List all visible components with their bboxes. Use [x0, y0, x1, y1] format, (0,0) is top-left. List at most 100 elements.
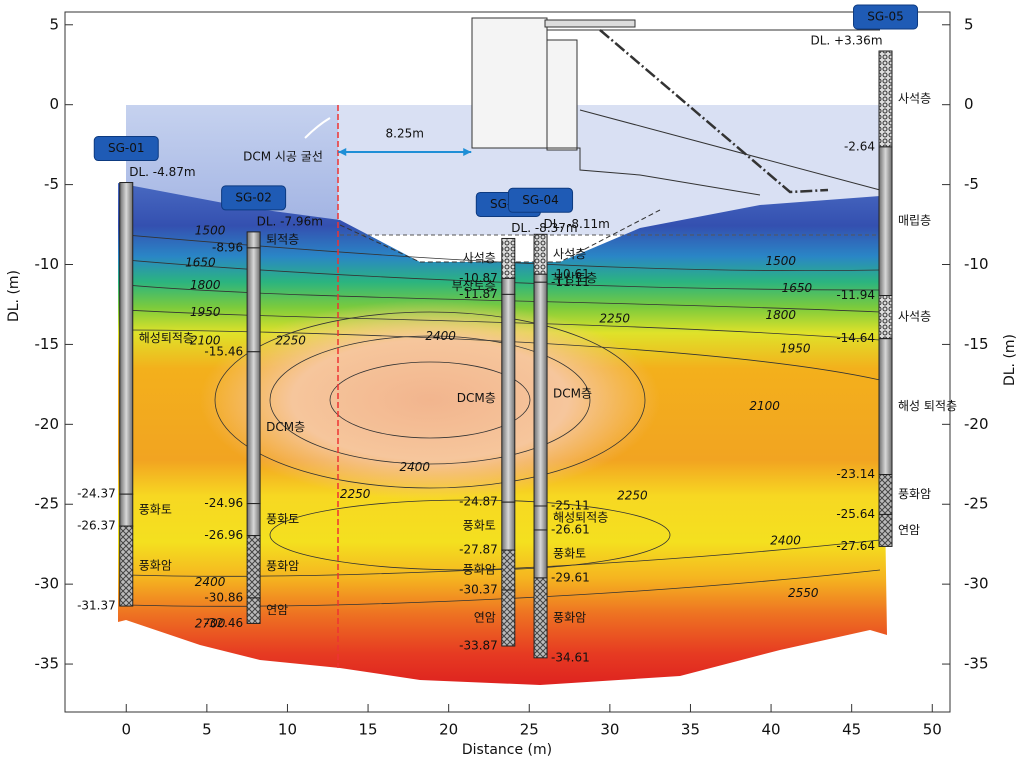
borehole-layer [119, 182, 134, 495]
contour-label: 2250 [275, 334, 306, 348]
borehole-layer [501, 589, 516, 647]
layer-name: 연암 [898, 523, 920, 537]
borehole-layer [878, 513, 893, 547]
borehole-layer [533, 233, 548, 275]
depth-label: -34.61 [551, 650, 590, 664]
x-tick-label: 50 [923, 721, 942, 739]
contour-label: 2250 [340, 487, 371, 501]
contour-label: 2250 [599, 311, 630, 325]
borehole-name: SG-02 [235, 190, 272, 204]
y-tick-label: -15 [964, 335, 989, 353]
layer-name: 매립층 [898, 214, 931, 228]
layer-name: 풍화암 [898, 487, 931, 501]
y-tick-label: -25 [964, 495, 989, 513]
depth-label: -8.96 [212, 240, 243, 254]
depth-label: -25.64 [836, 507, 875, 521]
borehole-layer [878, 295, 893, 340]
y-tick-label: -35 [35, 655, 60, 673]
borehole-layer [533, 577, 548, 659]
layer-name: 풍화토 [266, 512, 299, 526]
borehole-layer [246, 597, 261, 624]
contour-label: 2400 [400, 460, 431, 474]
borehole-layer [533, 505, 548, 531]
y-tick-label: -25 [35, 495, 60, 513]
borehole-layer [501, 549, 516, 591]
borehole-layer [119, 525, 134, 607]
layer-name: DCM층 [553, 387, 592, 401]
layer-name: 풍화토 [553, 546, 586, 560]
depth-label: -31.37 [77, 599, 116, 613]
depth-label: -27.87 [459, 543, 498, 557]
contour-label: 1950 [780, 342, 811, 356]
contour-label: 1800 [190, 278, 221, 292]
x-tick-label: 35 [681, 721, 700, 739]
contour-label: 2400 [770, 533, 801, 547]
layer-name: 해성 퇴적층 [898, 399, 957, 413]
layer-name: 풍화암 [266, 559, 299, 573]
x-tick-label: 5 [202, 721, 212, 739]
contour-label: 2400 [425, 329, 456, 343]
borehole-layer [501, 501, 516, 551]
depth-label: -26.37 [77, 519, 116, 533]
borehole-name: SG-04 [522, 193, 559, 207]
y-axis-label: DL. (m) [6, 270, 22, 322]
dimension-label: 8.25m [386, 127, 424, 141]
borehole-name: SG-01 [108, 141, 145, 155]
borehole-layer [246, 351, 261, 505]
borehole-badge [853, 4, 919, 30]
depth-label: -15.46 [204, 344, 243, 358]
borehole-layer [246, 231, 261, 249]
contour-label: 2100 [190, 334, 221, 348]
borehole-layer [878, 50, 893, 148]
dam-structure [339, 17, 881, 263]
borehole-layer [533, 529, 548, 579]
depth-label: -29.61 [551, 570, 590, 584]
y-tick-label: 0 [49, 95, 59, 113]
contour-label: 1950 [190, 305, 221, 319]
depth-label: -26.96 [204, 528, 243, 542]
depth-label: -27.64 [836, 539, 875, 553]
x-tick-label: 30 [600, 721, 619, 739]
layer-name: 부상토층 [553, 271, 597, 285]
contour-label: 1500 [195, 223, 226, 237]
contour-label: 1650 [782, 281, 813, 295]
x-tick-label: 15 [359, 721, 378, 739]
y-tick-label: -10 [964, 255, 989, 273]
layer-name: 풍화토 [139, 503, 172, 517]
layer-name: DCM층 [266, 420, 305, 434]
layer-name: 사석층 [463, 251, 496, 265]
y-tick-label: 0 [964, 95, 974, 113]
borehole-elevation: DL. -8.37m [511, 221, 577, 235]
x-tick-label: 10 [278, 721, 297, 739]
contour-label: 1800 [765, 308, 796, 322]
borehole-layer [878, 146, 893, 297]
contour-label: 1650 [185, 255, 216, 269]
borehole-layer [246, 247, 261, 353]
y-tick-label: -10 [35, 255, 60, 273]
y-tick-label: -5 [44, 175, 59, 193]
layer-name: 연암 [266, 603, 288, 617]
layer-name: 부상토층 [452, 279, 496, 293]
x-tick-label: 40 [762, 721, 781, 739]
borehole-layer [246, 503, 261, 537]
layer-name: 사석층 [553, 247, 586, 261]
depth-label: -11.87 [459, 287, 498, 301]
layer-name: 해성퇴적층 [139, 331, 194, 345]
depth-label: -24.96 [204, 496, 243, 510]
borehole-layer [246, 535, 261, 599]
depth-label: -11.11 [551, 275, 590, 289]
layer-name: DCM층 [457, 391, 496, 405]
layer-name: 해성퇴적층 [553, 510, 608, 524]
borehole-layer [878, 338, 893, 476]
borehole-layer [501, 277, 516, 295]
layer-name: 연암 [474, 611, 496, 625]
borehole-layer [878, 474, 893, 515]
y-axis-label: DL. (m) [1002, 334, 1018, 386]
layer-name: 풍화토 [463, 519, 496, 533]
depth-label: -30.37 [459, 583, 498, 597]
borehole-layer [119, 493, 134, 527]
borehole-elevation: DL. -7.96m [257, 214, 323, 228]
x-tick-label: 0 [121, 721, 131, 739]
depth-label: -24.87 [459, 495, 498, 509]
